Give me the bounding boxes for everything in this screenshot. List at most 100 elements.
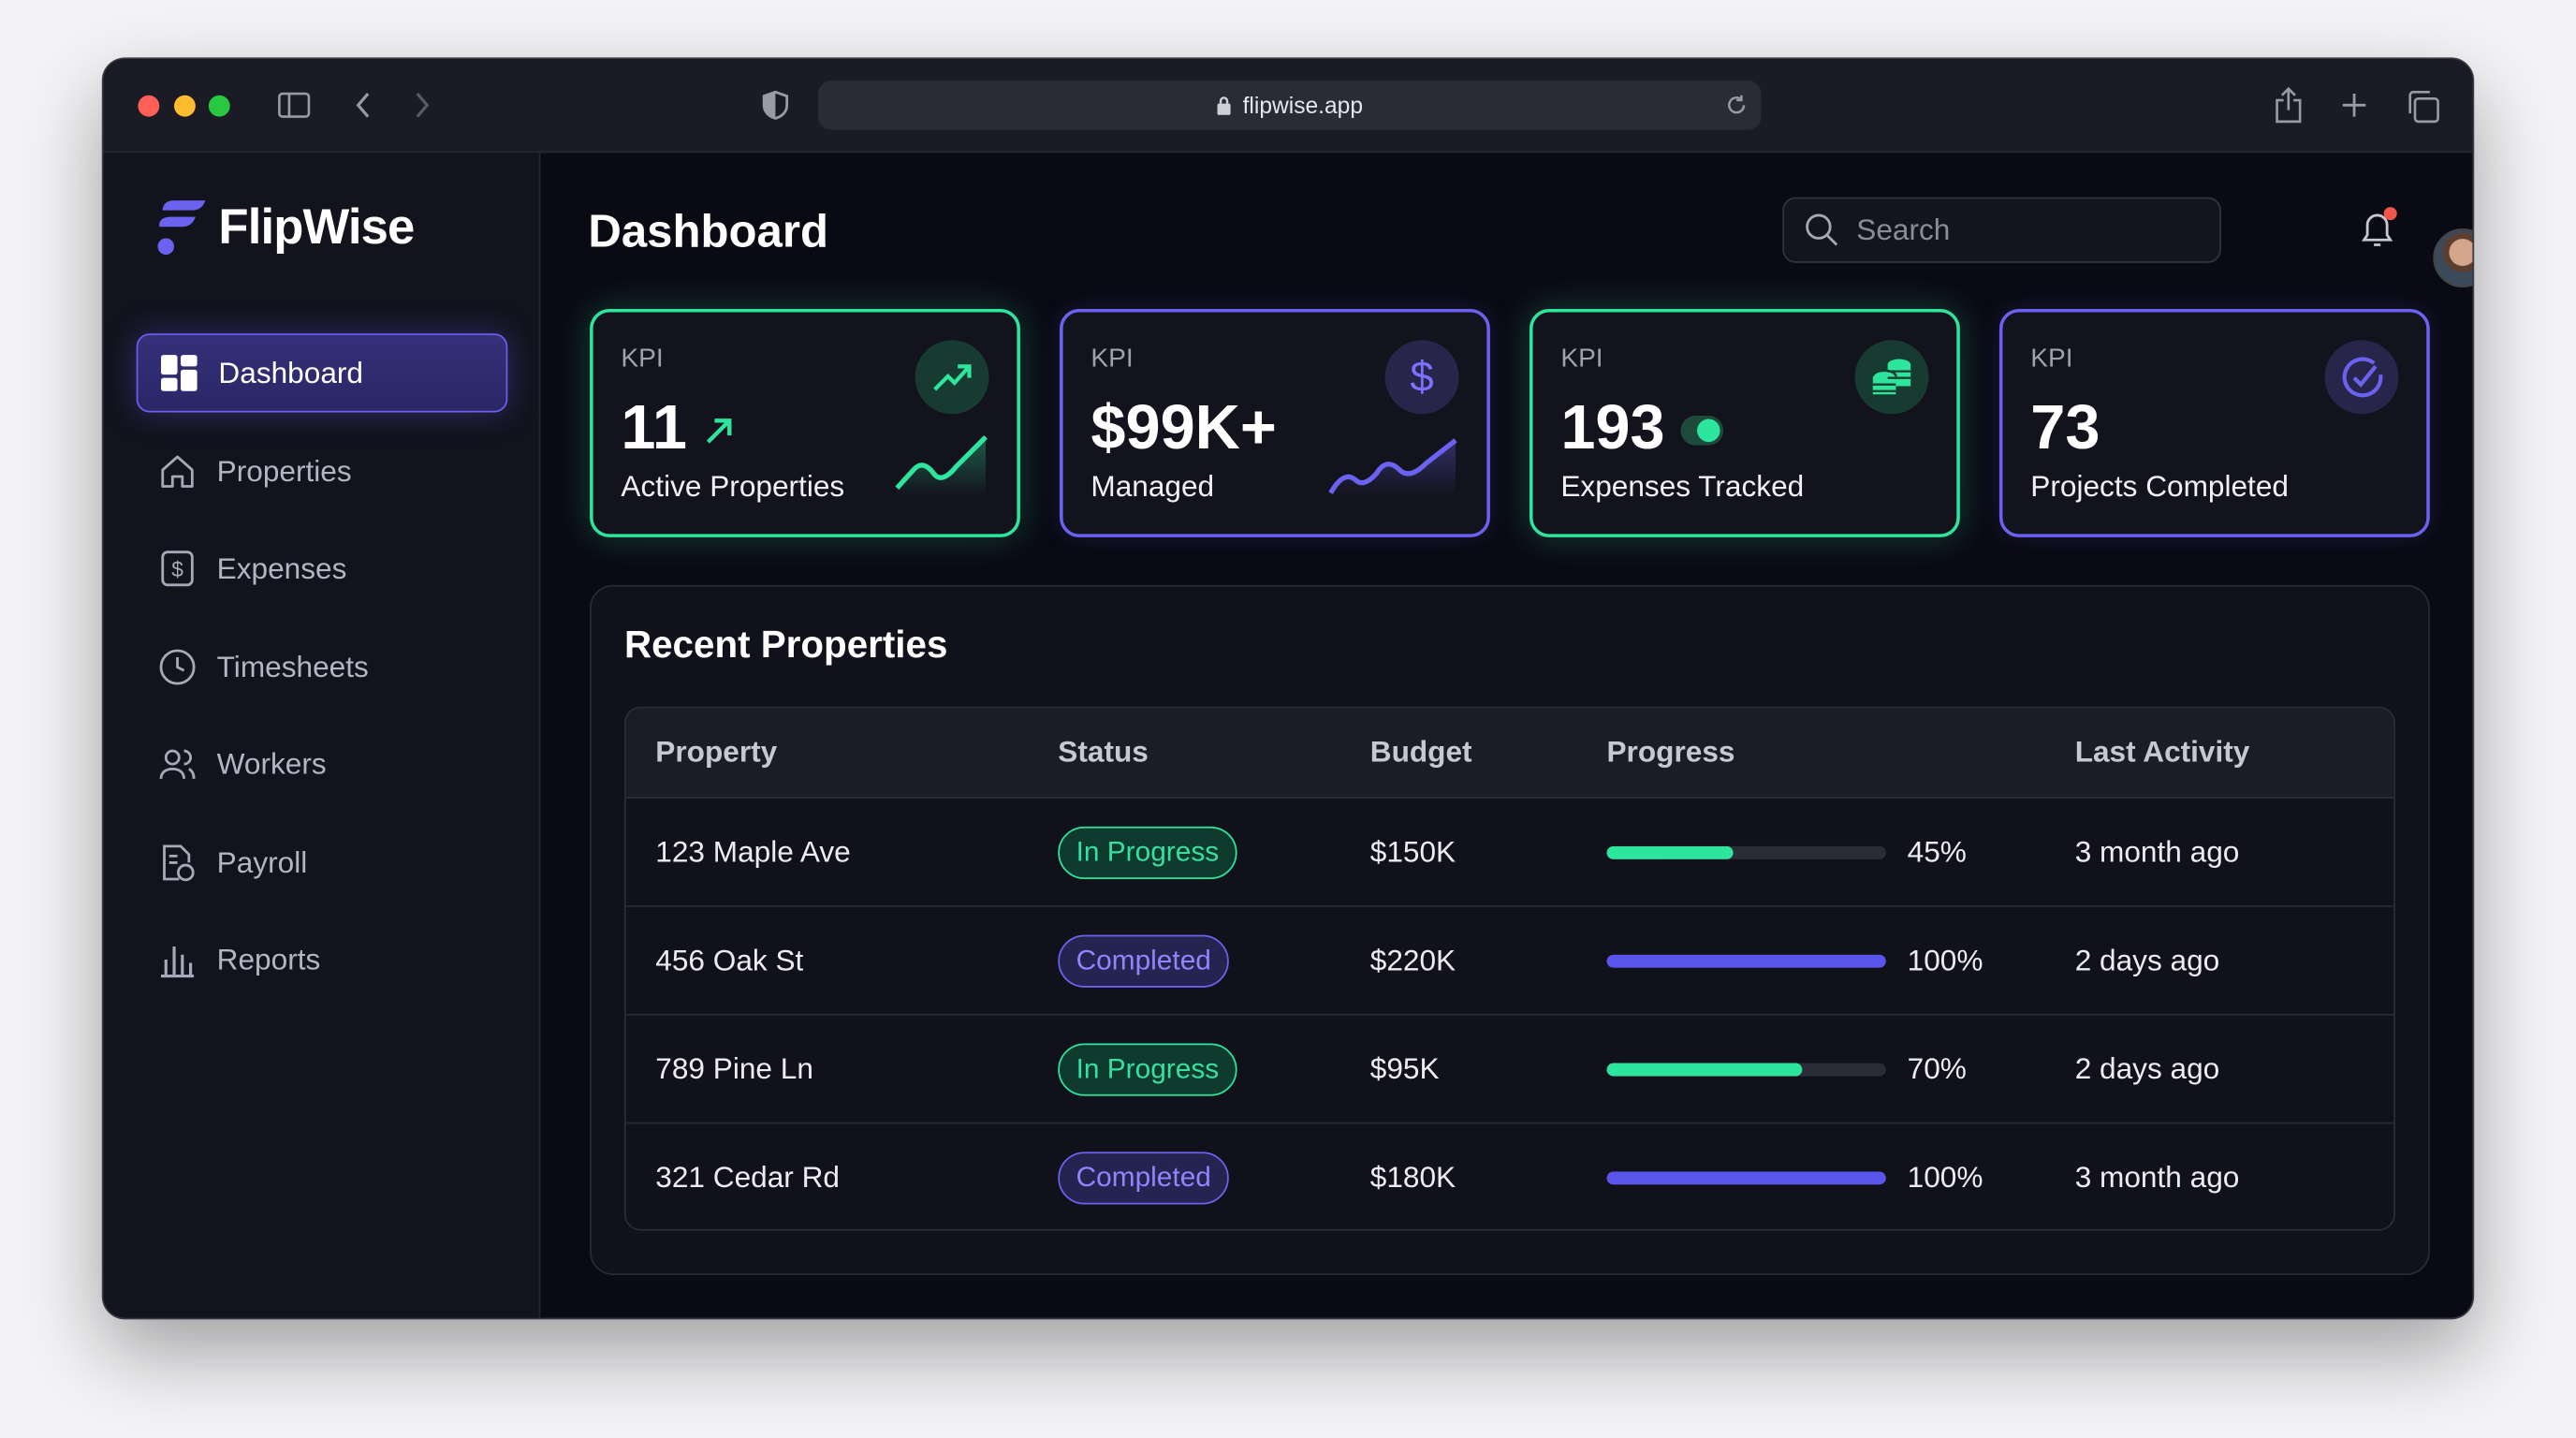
tabs-overview-icon[interactable] — [2407, 90, 2439, 124]
last-activity: 3 month ago — [2074, 834, 2240, 868]
kpi-label: KPI — [2030, 345, 2073, 374]
trending-up-icon — [915, 340, 989, 415]
avatar[interactable] — [2433, 227, 2473, 288]
status-badge: In Progress — [1058, 825, 1237, 879]
sidebar-item-payroll[interactable]: Payroll — [137, 823, 508, 902]
sidebar-item-workers[interactable]: Workers — [137, 725, 508, 803]
progress-percent: 100% — [1907, 943, 1983, 976]
kpi-caption: Active Properties — [621, 469, 845, 504]
kpi-label: KPI — [621, 345, 664, 374]
property-name[interactable]: 321 Cedar Rd — [655, 1160, 840, 1195]
sidebar-item-label: Reports — [216, 942, 321, 976]
table-header: Property Status Budget Progress Last Act… — [625, 708, 2394, 799]
sidebar-item-expenses[interactable]: $ Expenses — [137, 529, 508, 608]
sidebar-item-label: Payroll — [216, 844, 308, 879]
users-icon — [159, 749, 196, 780]
progress-percent: 70% — [1907, 1051, 1967, 1085]
status-badge: Completed — [1058, 933, 1230, 987]
new-tab-icon[interactable] — [2341, 92, 2367, 118]
payroll-document-icon — [163, 844, 195, 882]
property-name[interactable]: 789 Pine Ln — [655, 1051, 813, 1085]
sidebar-item-properties[interactable]: Properties — [137, 433, 508, 511]
reload-icon[interactable] — [1725, 94, 1749, 117]
sidebar-item-label: Workers — [216, 746, 327, 780]
last-activity: 3 month ago — [2074, 1160, 2240, 1195]
budget-value: $150K — [1369, 834, 1456, 868]
column-header-progress[interactable]: Progress — [1606, 735, 1735, 769]
arrow-up-right-icon — [707, 418, 732, 443]
table-row[interactable]: 456 Oak St Completed $220K 100% 2 days a… — [625, 907, 2394, 1016]
forward-icon[interactable] — [413, 92, 432, 118]
progress-bar — [1606, 1171, 1886, 1185]
minimize-window-button[interactable] — [174, 95, 196, 117]
svg-text:$: $ — [171, 557, 183, 581]
coins-icon — [1854, 340, 1929, 415]
close-window-button[interactable] — [138, 95, 160, 117]
column-header-budget[interactable]: Budget — [1369, 735, 1472, 769]
share-icon[interactable] — [2274, 87, 2304, 124]
sidebar-item-dashboard[interactable]: Dashboard — [136, 333, 508, 413]
kpi-card-projects-completed: KPI 73 Projects Completed — [1998, 308, 2430, 537]
flipwise-logo-icon — [157, 200, 206, 256]
column-header-status[interactable]: Status — [1058, 735, 1149, 769]
privacy-shield-icon[interactable] — [762, 90, 789, 121]
sidebar-toggle-icon[interactable] — [278, 92, 311, 118]
budget-value: $220K — [1369, 943, 1456, 976]
main-content: Dashboard Search KPI 11 Active Propertie… — [540, 153, 2473, 1317]
column-header-property[interactable]: Property — [655, 735, 778, 769]
bar-chart-icon — [160, 946, 195, 978]
properties-table: Property Status Budget Progress Last Act… — [623, 706, 2395, 1231]
kpi-card-active-properties: KPI 11 Active Properties — [590, 308, 1020, 537]
sidebar-item-label: Dashboard — [218, 355, 363, 389]
search-icon — [1806, 213, 1838, 246]
last-activity: 2 days ago — [2074, 943, 2220, 976]
kpi-value: $99K+ — [1090, 394, 1277, 463]
progress-fill — [1606, 1171, 1886, 1185]
kpi-value: 193 — [1560, 394, 1665, 463]
progress-bar — [1606, 953, 1886, 967]
browser-window: flipwise.app FlipWise Dashboard Properti… — [101, 57, 2475, 1320]
table-row[interactable]: 123 Maple Ave In Progress $150K 45% 3 mo… — [625, 799, 2394, 907]
progress-percent: 100% — [1907, 1160, 1983, 1195]
address-bar[interactable]: flipwise.app — [818, 80, 1762, 130]
search-input[interactable]: Search — [1782, 197, 2221, 263]
sparkline-chart — [1328, 438, 1457, 497]
search-placeholder: Search — [1856, 213, 1951, 246]
budget-value: $180K — [1369, 1160, 1456, 1195]
kpi-value: 11 — [621, 394, 687, 463]
sparkline-chart — [895, 434, 988, 497]
url-text: flipwise.app — [1242, 92, 1363, 119]
maximize-window-button[interactable] — [208, 95, 230, 117]
kpi-value: 73 — [2030, 394, 2100, 463]
progress-fill — [1606, 953, 1886, 967]
sidebar-item-reports[interactable]: Reports — [137, 920, 508, 999]
dollar-icon: $ — [1384, 340, 1459, 415]
browser-toolbar: flipwise.app — [103, 59, 2473, 154]
column-header-last-activity[interactable]: Last Activity — [2074, 735, 2250, 769]
budget-value: $95K — [1369, 1051, 1440, 1085]
kpi-card-expenses-tracked: KPI 193 Expenses Tracked — [1529, 308, 1960, 537]
kpi-label: KPI — [1560, 345, 1603, 374]
property-name[interactable]: 456 Oak St — [655, 943, 804, 976]
home-icon — [161, 455, 194, 488]
kpi-card-managed: KPI $99K+ Managed $ — [1060, 308, 1490, 537]
brand-name: FlipWise — [218, 200, 415, 256]
table-row[interactable]: 789 Pine Ln In Progress $95K 70% 2 days … — [625, 1016, 2394, 1124]
lock-icon — [1218, 96, 1232, 115]
progress-percent: 45% — [1907, 834, 1967, 868]
sidebar-item-timesheets[interactable]: Timesheets — [137, 627, 508, 706]
kpi-caption: Managed — [1090, 469, 1215, 504]
table-row[interactable]: 321 Cedar Rd Completed $180K 100% 3 mont… — [626, 1123, 2393, 1228]
bell-icon[interactable] — [2358, 207, 2401, 253]
recent-properties-panel: Recent Properties Property Status Budget… — [590, 584, 2430, 1275]
notification-dot — [2383, 207, 2397, 221]
dashboard-grid-icon — [160, 355, 198, 391]
kpi-label: KPI — [1090, 345, 1134, 374]
brand-logo[interactable]: FlipWise — [156, 198, 415, 257]
property-name[interactable]: 123 Maple Ave — [655, 834, 851, 868]
progress-fill — [1606, 1062, 1803, 1076]
dollar-document-icon: $ — [161, 550, 194, 587]
clock-icon — [159, 649, 196, 685]
back-icon[interactable] — [353, 92, 373, 118]
